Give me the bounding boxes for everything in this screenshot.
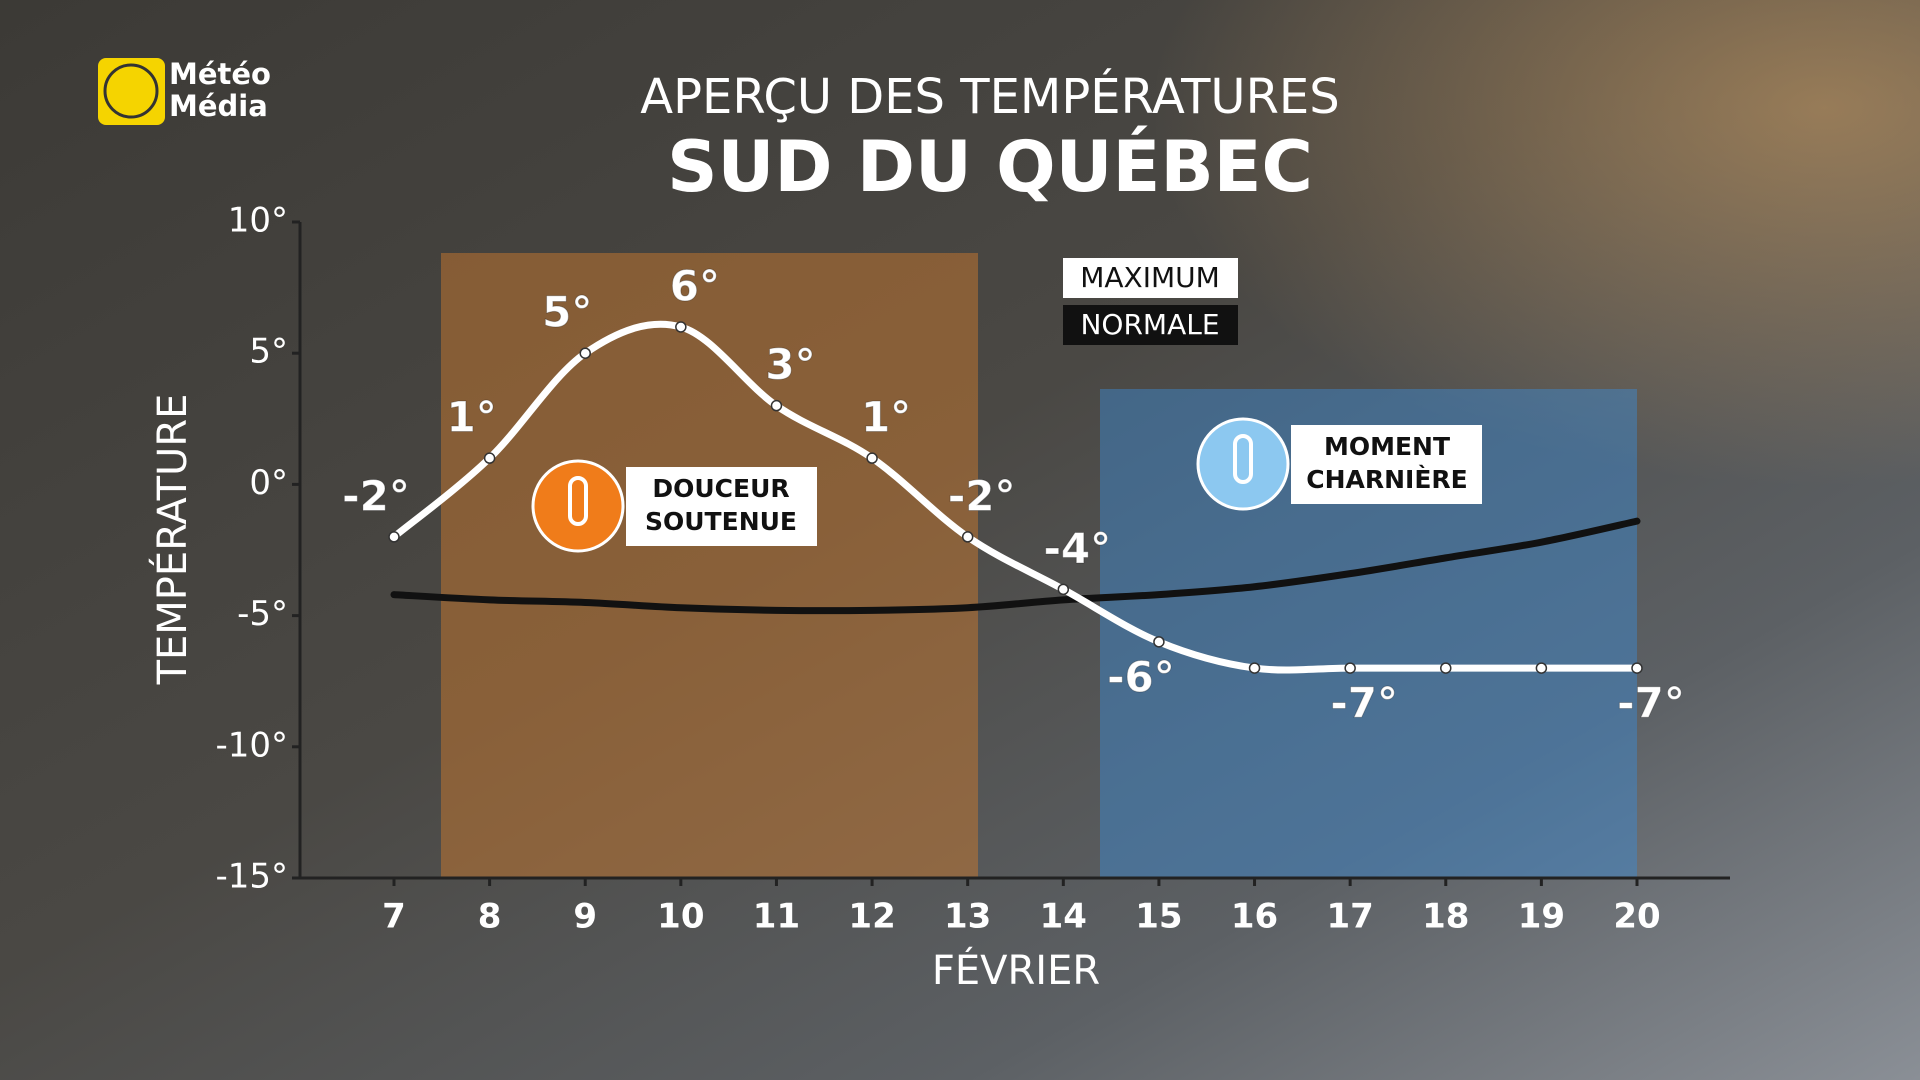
data-point xyxy=(1057,583,1070,596)
series-line xyxy=(390,517,1641,615)
x-tick-label: 20 xyxy=(1613,897,1660,937)
data-point xyxy=(866,452,878,464)
y-tick-label: 5° xyxy=(249,332,288,372)
data-point xyxy=(1248,662,1261,674)
data-label: -7° xyxy=(1330,679,1398,728)
data-label: 5° xyxy=(542,288,592,337)
y-tick-label: -5° xyxy=(237,594,288,634)
data-point xyxy=(483,452,496,464)
x-tick-label: 19 xyxy=(1518,897,1565,937)
x-tick-label: 16 xyxy=(1231,897,1278,937)
logo-text: Météo xyxy=(169,57,271,91)
x-tick-label: 15 xyxy=(1135,897,1182,937)
cold-icon xyxy=(1196,417,1290,511)
thermometer-icon xyxy=(1233,434,1253,484)
chart-title: APERÇU DES TEMPÉRATURES xyxy=(640,68,1339,125)
data-label: 1° xyxy=(446,393,496,442)
x-tick-label: 12 xyxy=(848,897,895,937)
data-label: 3° xyxy=(765,340,815,389)
data-label: 6° xyxy=(670,261,720,310)
data-label: -6° xyxy=(1107,652,1175,701)
y-tick-label: 0° xyxy=(249,463,288,503)
data-point xyxy=(388,531,400,543)
data-point xyxy=(961,531,974,543)
annotation-text: MOMENT xyxy=(1324,432,1450,461)
legend-swatch xyxy=(1063,258,1238,298)
x-axis-label: FÉVRIER xyxy=(932,946,1100,994)
annotation-text: DOUCEUR xyxy=(652,474,789,503)
y-tick-label: -15° xyxy=(215,857,288,897)
x-tick-label: 9 xyxy=(573,897,597,937)
logo-mark xyxy=(98,58,165,125)
data-point xyxy=(675,321,687,333)
warm-period-shade xyxy=(441,253,978,878)
x-tick-label: 10 xyxy=(657,897,704,937)
y-axis-label: TEMPÉRATURE xyxy=(148,394,196,686)
x-tick-label: 17 xyxy=(1326,897,1373,937)
annotation-box xyxy=(1291,425,1482,504)
legend-swatch xyxy=(1063,305,1238,345)
data-label: -4° xyxy=(1043,524,1111,573)
data-label: -7° xyxy=(1617,679,1685,728)
data-point xyxy=(1631,662,1643,674)
legend-label: MAXIMUM xyxy=(1080,261,1220,294)
data-point xyxy=(1535,662,1548,674)
chart-subtitle: SUD DU QUÉBEC xyxy=(667,126,1313,208)
data-point xyxy=(1440,662,1452,674)
data-label: -2° xyxy=(948,471,1016,520)
y-tick-label: 10° xyxy=(228,201,288,241)
annotation-box xyxy=(626,467,817,546)
x-tick-label: 8 xyxy=(478,897,502,937)
annotation-text: SOUTENUE xyxy=(645,507,797,536)
x-tick-label: 11 xyxy=(753,897,800,937)
data-point xyxy=(1153,636,1165,648)
x-tick-label: 14 xyxy=(1040,897,1087,937)
data-point xyxy=(1344,662,1356,674)
x-tick-label: 7 xyxy=(382,897,406,937)
data-point xyxy=(770,399,783,412)
data-label: 1° xyxy=(861,393,911,442)
data-label: -2° xyxy=(342,471,410,520)
legend-label: NORMALE xyxy=(1080,308,1219,341)
y-tick-label: -10° xyxy=(215,725,288,765)
logo-globe xyxy=(103,63,159,119)
warm-icon xyxy=(531,459,625,553)
logo-text: Média xyxy=(169,89,268,123)
annotation-text: CHARNIÈRE xyxy=(1306,465,1468,494)
data-point xyxy=(579,347,591,359)
x-tick-label: 13 xyxy=(944,897,991,937)
thermometer-icon xyxy=(568,476,588,526)
x-tick-label: 18 xyxy=(1422,897,1469,937)
